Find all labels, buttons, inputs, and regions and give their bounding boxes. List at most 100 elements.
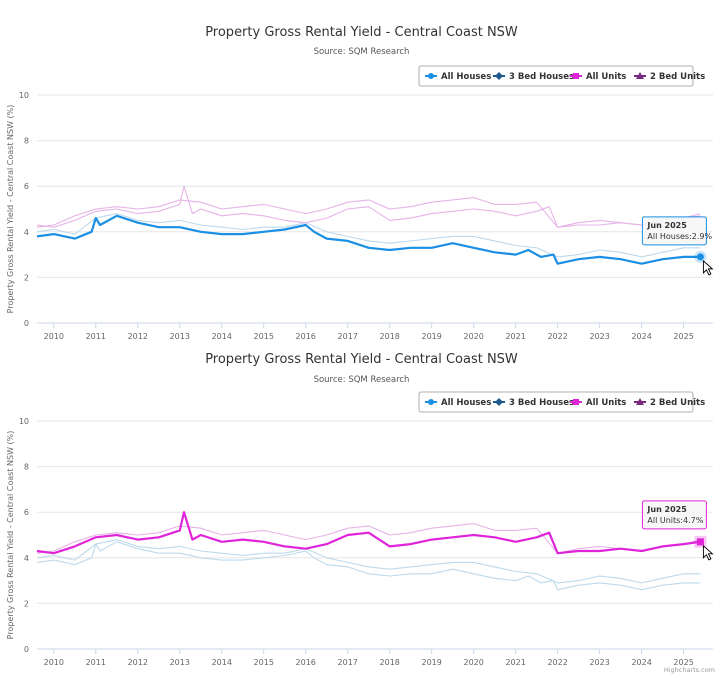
c1-series-line-all-houses: [36, 541, 701, 591]
c0-series-line-all-units: [36, 185, 701, 228]
c1-legend-item-3-bed-houses[interactable]: 3 Bed Houses: [493, 398, 574, 408]
chart-svg-houses: Property Gross Rental Yield - Central Co…: [6, 25, 715, 348]
c0-legend-label-3: 2 Bed Units: [650, 72, 705, 82]
c1-x-tick-label-2010: 2010: [44, 658, 64, 667]
c0-x-tick-label-2018: 2018: [380, 332, 400, 340]
c1-legend-item-all-houses[interactable]: All Houses: [425, 398, 491, 408]
c1-chart-title: Property Gross Rental Yield - Central Co…: [205, 352, 518, 367]
c0-x-tick-label-2016: 2016: [296, 332, 316, 340]
c1-mouse-cursor-icon: [702, 544, 714, 561]
c1-tooltip-value: All Units:4.7%: [647, 516, 703, 525]
c0-mouse-cursor-icon: [702, 259, 714, 276]
c1-x-tick-label-2025: 2025: [673, 658, 693, 667]
c0-x-tick-label-2017: 2017: [338, 332, 358, 340]
c1-x-tick-label-2022: 2022: [547, 658, 567, 667]
c1-y-tick-label-8: 8: [24, 463, 29, 472]
c0-x-tick-label-2024: 2024: [631, 332, 651, 340]
c1-chart-subtitle: Source: SQM Research: [314, 375, 410, 385]
c0-y-tick-label-10: 10: [19, 91, 29, 100]
c0-x-tick-label-2011: 2011: [86, 332, 106, 340]
c0-legend-item-2-bed-units[interactable]: 2 Bed Units: [634, 72, 705, 82]
c1-legend-label-2: All Units: [586, 398, 626, 408]
c0-x-tick-label-2013: 2013: [170, 332, 190, 340]
c1-legend-label-1: 3 Bed Houses: [509, 398, 574, 408]
c0-series-line-3-bed-houses: [36, 213, 701, 258]
c1-tooltip: Jun 2025 All Units:4.7%: [641, 500, 707, 530]
c0-x-tick-label-2012: 2012: [128, 332, 148, 340]
c1-legend-marker-0: [428, 399, 434, 405]
c1-x-tick-label-2021: 2021: [505, 658, 525, 667]
c1-x-tick-label-2018: 2018: [380, 658, 400, 667]
c0-hover-point[interactable]: [694, 250, 707, 263]
c0-y-tick-label-0: 0: [24, 319, 29, 328]
c1-x-tick-label-2024: 2024: [631, 658, 651, 667]
c1-y-tick-label-2: 2: [24, 599, 29, 608]
c1-legend-marker-1: [495, 398, 503, 406]
c0-series-line-all-houses: [36, 214, 701, 265]
c0-legend-marker-3: [636, 72, 644, 79]
c1-y-axis-title: Property Gross Rental Yield - Central Co…: [6, 431, 15, 640]
c1-y-tick-label-6: 6: [24, 508, 29, 517]
c0-x-tick-label-2020: 2020: [463, 332, 483, 340]
c0-legend-marker-2: [573, 73, 579, 79]
c0-x-tick-label-2014: 2014: [212, 332, 232, 340]
c0-tooltip-box: [641, 216, 707, 246]
c1-x-tick-label-2023: 2023: [589, 658, 609, 667]
c0-legend-item-all-units[interactable]: All Units: [570, 72, 626, 82]
c1-legend-label-0: All Houses: [441, 398, 491, 408]
c1-x-tick-label-2012: 2012: [128, 658, 148, 667]
c0-tooltip: Jun 2025 All Houses:2.9%: [641, 216, 713, 246]
c1-series-line-2-bed-units: [36, 523, 701, 554]
c0-legend-marker-0: [428, 73, 434, 79]
c0-x-tick-label-2019: 2019: [422, 332, 442, 340]
c0-y-tick-label-8: 8: [24, 137, 29, 146]
c1-legend-item-2-bed-units[interactable]: 2 Bed Units: [634, 398, 705, 408]
c1-legend-marker-2: [573, 399, 579, 405]
c0-y-tick-label-6: 6: [24, 182, 29, 191]
c1-legend-item-all-units[interactable]: All Units: [570, 398, 626, 408]
c0-legend: All Houses 3 Bed Houses All Units 2 Bed Uni…: [418, 65, 705, 87]
c0-x-tick-label-2010: 2010: [44, 332, 64, 340]
c1-y-tick-label-4: 4: [24, 554, 29, 563]
c1-y-tick-label-10: 10: [19, 417, 29, 426]
c1-y-tick-label-0: 0: [24, 645, 29, 654]
c0-y-tick-label-4: 4: [24, 228, 29, 237]
c1-x-tick-label-2019: 2019: [422, 658, 442, 667]
c0-tooltip-date: Jun 2025: [646, 221, 687, 230]
c0-x-tick-label-2022: 2022: [547, 332, 567, 340]
c1-x-tick-label-2017: 2017: [338, 658, 358, 667]
c0-legend-label-0: All Houses: [441, 72, 491, 82]
c1-x-tick-label-2020: 2020: [463, 658, 483, 667]
c0-tooltip-value: All Houses:2.9%: [647, 232, 712, 241]
c1-legend-frame: [418, 391, 694, 413]
c0-legend-frame: [418, 65, 694, 87]
c1-x-tick-label-2013: 2013: [170, 658, 190, 667]
chart-panel-units: Property Gross Rental Yield - Central Co…: [0, 346, 723, 696]
c0-legend-label-2: All Units: [586, 72, 626, 82]
c0-x-tick-label-2015: 2015: [254, 332, 274, 340]
c0-y-tick-label-2: 2: [24, 273, 29, 282]
c0-x-tick-label-2025: 2025: [673, 332, 693, 340]
chart-svg-units: Property Gross Rental Yield - Central Co…: [6, 352, 715, 674]
c0-legend-label-1: 3 Bed Houses: [509, 72, 574, 82]
c1-tooltip-box: [641, 500, 707, 530]
c1-x-tick-label-2016: 2016: [296, 658, 316, 667]
c1-x-tick-label-2015: 2015: [254, 658, 274, 667]
c1-credits-link: Highcharts.com: [664, 666, 715, 674]
c0-legend-item-all-houses[interactable]: All Houses: [425, 72, 491, 82]
c0-series-line-2-bed-units: [36, 197, 701, 228]
c1-legend-marker-3: [636, 398, 644, 405]
c0-x-tick-label-2021: 2021: [505, 332, 525, 340]
c0-legend-marker-1: [495, 72, 503, 80]
c1-hover-marker: [696, 538, 704, 546]
c0-chart-subtitle: Source: SQM Research: [314, 47, 410, 57]
c0-chart-title: Property Gross Rental Yield - Central Co…: [205, 25, 518, 40]
c1-x-tick-label-2014: 2014: [212, 658, 232, 667]
c1-series-line-3-bed-houses: [36, 539, 701, 584]
c1-legend-label-3: 2 Bed Units: [650, 398, 705, 408]
c1-series-line-all-units: [36, 511, 701, 555]
c0-legend-item-3-bed-houses[interactable]: 3 Bed Houses: [493, 72, 574, 82]
c1-hover-point[interactable]: [694, 535, 707, 548]
c0-hover-marker: [696, 253, 704, 261]
c0-x-tick-label-2023: 2023: [589, 332, 609, 340]
